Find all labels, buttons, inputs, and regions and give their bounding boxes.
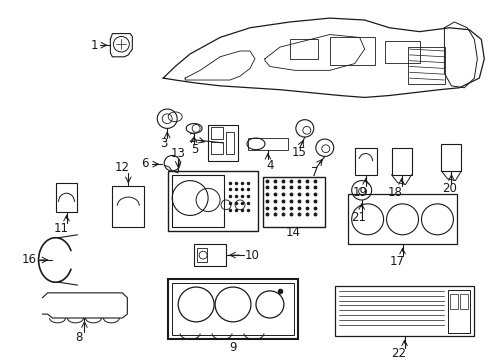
Bar xyxy=(172,175,224,227)
Text: 21: 21 xyxy=(350,211,366,224)
Bar xyxy=(407,47,445,84)
Bar xyxy=(391,148,411,175)
Bar xyxy=(334,286,473,336)
Text: 7: 7 xyxy=(310,166,318,179)
Bar xyxy=(329,37,374,64)
Text: 20: 20 xyxy=(441,182,456,195)
Bar xyxy=(194,244,225,266)
Text: 16: 16 xyxy=(22,253,37,266)
Text: 1: 1 xyxy=(90,39,98,52)
Bar xyxy=(384,41,419,63)
Text: 2: 2 xyxy=(188,131,196,145)
Text: 9: 9 xyxy=(229,341,236,354)
Text: 4: 4 xyxy=(265,159,273,172)
Text: 6: 6 xyxy=(141,157,149,170)
Text: 3: 3 xyxy=(160,138,167,150)
Bar xyxy=(289,39,317,59)
Text: 8: 8 xyxy=(75,331,82,344)
Bar xyxy=(354,148,376,175)
Text: 15: 15 xyxy=(291,146,305,159)
Bar xyxy=(447,290,469,333)
Bar xyxy=(208,125,238,161)
Bar xyxy=(441,144,461,171)
Text: 22: 22 xyxy=(390,347,405,360)
Text: 5: 5 xyxy=(191,143,199,156)
Bar xyxy=(168,279,297,339)
Bar xyxy=(211,127,223,139)
Text: 10: 10 xyxy=(244,249,259,262)
Text: 13: 13 xyxy=(170,147,185,160)
Bar xyxy=(172,283,293,336)
Bar xyxy=(211,142,223,154)
Bar xyxy=(347,194,456,244)
Text: 17: 17 xyxy=(389,255,404,269)
Bar xyxy=(197,248,207,262)
Bar xyxy=(247,138,287,150)
Bar xyxy=(225,132,234,154)
Bar xyxy=(112,186,144,227)
Text: 12: 12 xyxy=(115,161,130,174)
Bar xyxy=(459,294,468,309)
Bar xyxy=(56,183,77,212)
Bar xyxy=(168,171,258,231)
Text: 18: 18 xyxy=(387,186,402,199)
Bar xyxy=(449,294,457,309)
Text: 14: 14 xyxy=(285,226,300,239)
Bar xyxy=(263,177,324,227)
Text: 11: 11 xyxy=(54,222,69,235)
Text: 19: 19 xyxy=(351,186,366,199)
